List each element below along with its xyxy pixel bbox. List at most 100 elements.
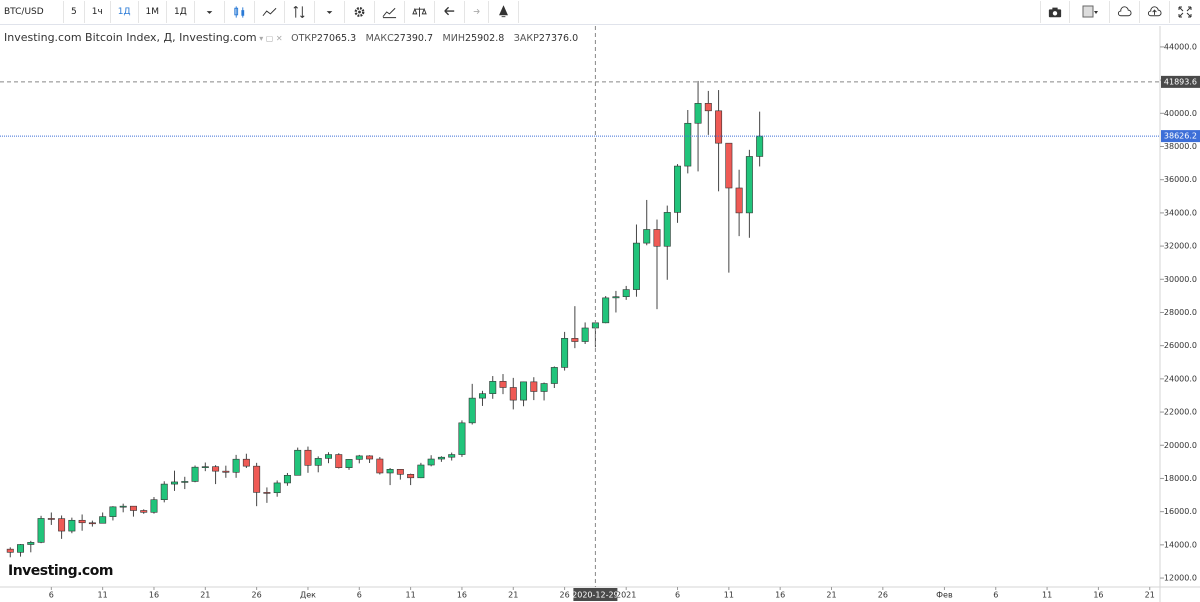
candle-body	[68, 519, 76, 532]
candle-body	[119, 505, 127, 508]
interval-button[interactable]: 1Д	[167, 1, 195, 23]
candle-body	[47, 518, 55, 520]
candle-body	[201, 466, 209, 468]
y-tick-label: 28000.0	[1164, 308, 1197, 317]
indicators-button[interactable]	[285, 1, 315, 23]
candle-body	[171, 481, 178, 485]
candle-body	[735, 187, 743, 214]
candle-body	[468, 397, 476, 424]
y-tick-label: 12000.0	[1164, 574, 1197, 583]
fullscreen-button[interactable]	[1170, 1, 1200, 23]
candles-button[interactable]	[225, 1, 255, 23]
dropdown-button[interactable]	[315, 1, 345, 23]
interval-button[interactable]: 1ч	[85, 1, 111, 23]
dropdown-button[interactable]	[195, 1, 225, 23]
x-tick-label: 16	[457, 591, 467, 600]
x-tick-label: 21	[200, 591, 210, 600]
candle-body	[458, 422, 466, 455]
y-tick-label: 34000.0	[1164, 208, 1197, 217]
cloud-load-button[interactable]	[1110, 1, 1140, 23]
candle-body	[253, 465, 261, 493]
y-tick-label: 32000.0	[1164, 242, 1197, 251]
y-tick-label: 40000.0	[1164, 109, 1197, 118]
y-tick-label: 24000.0	[1164, 374, 1197, 383]
interval-button[interactable]: 1М	[139, 1, 168, 23]
candle-body	[129, 505, 137, 511]
candle-body	[222, 470, 230, 473]
alert-button[interactable]	[489, 1, 519, 23]
candle-body	[612, 296, 620, 299]
y-tick-label: 14000.0	[1164, 540, 1197, 549]
crosshair-x-box	[573, 588, 618, 601]
x-tick-label: 26	[560, 591, 570, 600]
candle-body	[345, 459, 353, 468]
candle-body	[417, 464, 425, 479]
settings-button[interactable]	[345, 1, 375, 23]
candle-body	[150, 499, 158, 513]
x-tick-label: 26	[878, 591, 888, 600]
y-tick-label: 30000.0	[1164, 275, 1197, 284]
candle-body	[366, 455, 374, 460]
x-tick-label: 16	[149, 591, 159, 600]
candle-body	[581, 327, 589, 342]
legend-key: МИН	[442, 33, 465, 44]
candle-body	[674, 165, 682, 213]
candle-body	[407, 474, 415, 479]
candle-body	[653, 229, 661, 247]
candle-body	[376, 458, 384, 474]
interval-button[interactable]: 5	[64, 1, 85, 23]
watermark: Investing.com	[8, 563, 113, 579]
candle-body	[140, 510, 148, 513]
candle-body	[99, 516, 107, 524]
candle-body	[273, 482, 281, 494]
toolbar: BTC/USD 5 1ч 1Д 1М 1Д	[0, 0, 1200, 25]
candle-body	[212, 466, 220, 472]
candle-body	[6, 548, 14, 553]
candle-body	[304, 449, 312, 466]
x-tick-label: 11	[1042, 591, 1052, 600]
y-tick-label: 36000.0	[1164, 175, 1197, 184]
candle-body	[242, 458, 250, 467]
y-tick-label: 38000.0	[1164, 142, 1197, 151]
candle-body	[622, 289, 630, 298]
candle-body	[448, 454, 456, 458]
candle-body	[355, 455, 363, 460]
legend-value: 25902.8	[465, 33, 505, 44]
line-type-button[interactable]	[255, 1, 285, 23]
candle-body	[325, 454, 332, 459]
x-tick-label: 21	[1145, 591, 1155, 600]
legend-value: 27065.3	[316, 33, 357, 44]
x-tick-label: 16	[1093, 591, 1103, 600]
x-tick-label: 16	[775, 591, 785, 600]
layout-button[interactable]	[1070, 1, 1110, 23]
candle-body	[232, 458, 240, 473]
legend-key: ЗАКР	[513, 33, 539, 44]
redo-button[interactable]	[465, 1, 489, 23]
crosshair-y-box	[1161, 75, 1200, 88]
candle-body	[335, 454, 343, 468]
candle-body	[386, 469, 394, 474]
candle-body	[745, 156, 753, 214]
candle-body	[520, 381, 528, 401]
x-tick-label: 2021	[616, 591, 636, 600]
undo-button[interactable]	[435, 1, 465, 23]
candle-body	[694, 103, 702, 124]
scale-button[interactable]	[405, 1, 435, 23]
chart-legend: Investing.com Bitcoin Index, Д, Investin…	[4, 31, 579, 44]
y-tick-label: 16000.0	[1164, 507, 1197, 516]
candle-body	[160, 483, 168, 500]
snapshot-button[interactable]	[1040, 1, 1070, 23]
candle-body	[540, 383, 548, 392]
candle-body	[191, 466, 199, 482]
y-tick-label: 20000.0	[1164, 441, 1197, 450]
cloud-save-button[interactable]	[1140, 1, 1170, 23]
symbol-button[interactable]: BTC/USD	[0, 1, 64, 23]
candle-body	[530, 381, 538, 392]
legend-key: ОТКР	[291, 33, 317, 44]
candle-body	[704, 103, 712, 112]
interval-button[interactable]: 1Д	[111, 1, 139, 23]
candle-body	[715, 110, 723, 144]
compare-button[interactable]	[375, 1, 405, 23]
crosshair-x-label: 2020-12-29	[572, 591, 619, 600]
